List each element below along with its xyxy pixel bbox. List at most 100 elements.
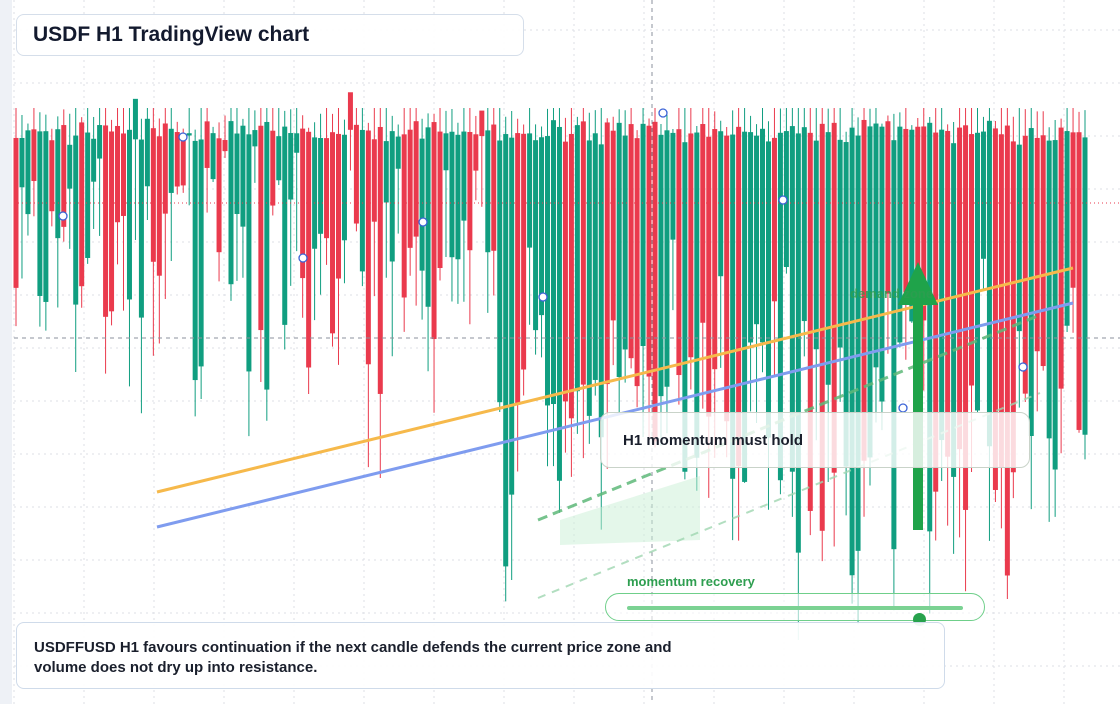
momentum-recovery-slider[interactable] xyxy=(605,593,985,626)
candle-body xyxy=(622,135,628,350)
candle-body xyxy=(234,133,240,214)
candle-body xyxy=(324,138,330,239)
candle-body xyxy=(580,121,586,385)
candle-body xyxy=(610,130,616,321)
candle-body xyxy=(389,131,395,262)
candle-body xyxy=(1010,141,1016,473)
candle-body xyxy=(604,122,610,385)
candle-body xyxy=(91,138,97,182)
green-dashed-trendline xyxy=(537,313,1041,522)
candle-body xyxy=(730,134,736,479)
analysis-summary-text: USDFFUSD H1 favours continuation if the … xyxy=(34,639,672,676)
candle-body xyxy=(252,130,258,147)
candle-body xyxy=(341,134,347,241)
candle-body xyxy=(288,133,294,200)
candle-body xyxy=(383,141,389,203)
event-marker-icon xyxy=(418,217,428,227)
candle-body xyxy=(204,121,210,168)
candle-body xyxy=(927,122,933,532)
candle-body xyxy=(550,120,556,405)
candle-body xyxy=(395,136,401,169)
candle-body xyxy=(192,140,198,381)
candle-body xyxy=(819,123,825,531)
candle-body xyxy=(347,92,353,130)
candle-body xyxy=(449,131,455,258)
chart-title-card: USDF H1 TradingView chart xyxy=(16,14,524,56)
momentum-note-text: H1 momentum must hold xyxy=(623,431,804,449)
candle-body xyxy=(515,133,521,405)
candle-body xyxy=(306,131,312,368)
candle-body xyxy=(1076,132,1082,430)
candle-body xyxy=(485,130,491,253)
candle-body xyxy=(712,129,718,370)
event-marker-icon xyxy=(778,195,788,205)
analysis-summary-card: USDFFUSD H1 favours continuation if the … xyxy=(16,622,945,689)
candle-series xyxy=(13,92,1088,640)
candle-body xyxy=(855,135,861,551)
candle-body xyxy=(85,132,91,258)
candle-body xyxy=(1058,127,1064,389)
candle-body xyxy=(1070,132,1076,288)
candle-body xyxy=(174,132,180,187)
candle-body xyxy=(748,132,754,343)
candle-body xyxy=(682,142,688,472)
candle-body xyxy=(1046,140,1052,439)
candle-body xyxy=(503,134,509,567)
candle-body xyxy=(807,132,813,511)
candle-body xyxy=(1028,128,1034,437)
event-marker-icon xyxy=(58,211,68,221)
candle-body xyxy=(467,131,473,251)
candle-body xyxy=(1040,135,1046,367)
candle-body xyxy=(115,125,121,223)
candle-body xyxy=(1022,135,1028,394)
event-marker-icon xyxy=(538,292,548,302)
candle-body xyxy=(736,126,742,467)
candle-body xyxy=(640,123,646,347)
candle-body xyxy=(509,137,515,495)
candle-body xyxy=(258,125,264,331)
candle-body xyxy=(849,127,855,576)
candle-body xyxy=(455,134,461,260)
candle-body xyxy=(521,133,527,370)
candle-body xyxy=(198,139,204,367)
candle-body xyxy=(365,130,371,365)
candle-body xyxy=(49,140,55,212)
candle-body xyxy=(294,133,300,153)
candle-body xyxy=(843,142,849,467)
candle-body xyxy=(861,119,867,461)
candle-body xyxy=(1004,125,1010,576)
candle-body xyxy=(873,123,879,368)
candle-body xyxy=(371,139,377,222)
candle-body xyxy=(312,137,318,249)
candle-body xyxy=(13,137,19,288)
candle-body xyxy=(652,121,658,442)
candle-body xyxy=(264,121,270,390)
candle-body xyxy=(592,133,598,380)
candle-body xyxy=(437,131,443,268)
candle-body xyxy=(335,133,341,279)
candle-body xyxy=(401,134,407,298)
candle-body xyxy=(156,136,162,276)
candle-body xyxy=(120,133,126,216)
chart-title: USDF H1 TradingView chart xyxy=(33,23,310,46)
candle-body xyxy=(951,143,957,477)
candle-body xyxy=(628,124,634,359)
candle-body xyxy=(461,131,467,221)
candle-body xyxy=(664,130,670,387)
candle-body xyxy=(760,128,766,343)
event-marker-icon xyxy=(658,108,668,118)
candle-body xyxy=(1064,131,1070,326)
candle-body xyxy=(556,126,562,481)
candle-body xyxy=(168,128,174,193)
candle-body xyxy=(216,138,222,253)
candle-body xyxy=(126,129,132,300)
candle-body xyxy=(359,129,365,272)
candle-body xyxy=(992,128,998,490)
candle-body xyxy=(777,132,783,481)
candle-body xyxy=(801,127,807,322)
candle-body xyxy=(700,124,706,323)
candle-body xyxy=(31,129,37,182)
candle-body xyxy=(754,135,760,325)
candle-body xyxy=(479,110,485,137)
momentum-note-card: H1 momentum must hold xyxy=(600,412,1030,468)
